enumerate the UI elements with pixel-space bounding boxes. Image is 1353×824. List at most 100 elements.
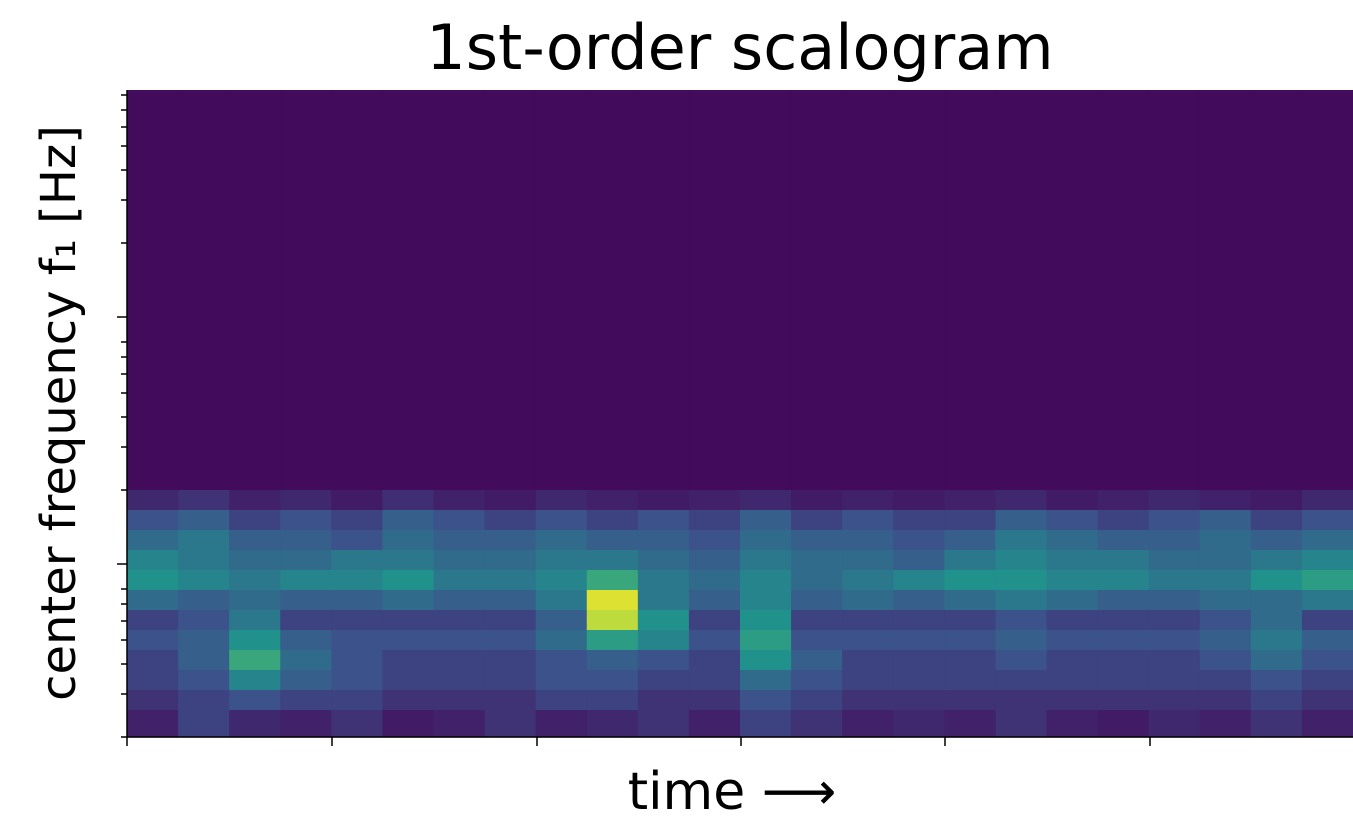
heatmap-cell — [944, 630, 997, 651]
heatmap-cell — [382, 510, 435, 531]
heatmap-cell — [893, 570, 945, 591]
heatmap-cell — [229, 690, 281, 711]
heatmap-cell — [1097, 550, 1150, 571]
heatmap-cell — [740, 650, 792, 671]
heatmap-cell — [944, 570, 997, 591]
heatmap-cell — [1046, 550, 1099, 571]
heatmap-cell — [688, 590, 741, 611]
heatmap-cell — [586, 510, 639, 531]
heatmap-cell — [995, 530, 1048, 551]
heatmap-cell — [688, 610, 741, 631]
heatmap-cell — [944, 550, 997, 571]
heatmap-cell — [791, 570, 843, 591]
heatmap-cell — [229, 630, 281, 651]
heatmap-cell — [484, 690, 537, 711]
heatmap-cell — [1301, 650, 1353, 671]
heatmap-cell — [1148, 530, 1201, 551]
heatmap-cell — [280, 590, 332, 611]
heatmap-cell — [1301, 90, 1353, 491]
heatmap-cell — [740, 630, 792, 651]
heatmap-cell — [535, 590, 588, 611]
heatmap-cell — [637, 650, 690, 671]
heatmap-cell — [1301, 670, 1353, 691]
heatmap-cell — [331, 550, 384, 571]
heatmap-cell — [382, 550, 435, 571]
heatmap-cell — [1250, 710, 1303, 738]
heatmap-cell — [1097, 610, 1150, 631]
heatmap-cell — [893, 590, 945, 611]
heatmap-cell — [586, 490, 639, 511]
heatmap-cell — [484, 710, 537, 738]
heatmap-cell — [178, 490, 230, 511]
heatmap-cell — [178, 690, 230, 711]
heatmap-cell — [1301, 510, 1353, 531]
heatmap-cell — [280, 690, 332, 711]
heatmap-cell — [484, 510, 537, 531]
heatmap-cell — [1097, 90, 1150, 491]
heatmap-cell — [842, 710, 894, 738]
heatmap-cell — [280, 570, 332, 591]
heatmap-cell — [740, 550, 792, 571]
heatmap-cell — [127, 590, 179, 611]
heatmap-cell — [944, 670, 997, 691]
heatmap-cell — [791, 650, 843, 671]
heatmap-cell — [1097, 590, 1150, 611]
heatmap-cell — [1148, 590, 1201, 611]
heatmap-cell — [893, 90, 945, 491]
heatmap-cell — [1148, 570, 1201, 591]
heatmap-cell — [842, 530, 894, 551]
heatmap-cell — [1097, 570, 1150, 591]
heatmap-cell — [484, 590, 537, 611]
heatmap-cell — [893, 510, 945, 531]
heatmap-cell — [1046, 490, 1099, 511]
heatmap-cell — [688, 530, 741, 551]
heatmap-cell — [178, 650, 230, 671]
heatmap-cell — [1301, 590, 1353, 611]
heatmap-cell — [1250, 490, 1303, 511]
heatmap-cell — [1199, 610, 1252, 631]
heatmap-cell — [382, 90, 435, 491]
heatmap-cell — [331, 90, 384, 491]
heatmap-cell — [178, 530, 230, 551]
heatmap-cell — [791, 590, 843, 611]
heatmap-cell — [893, 550, 945, 571]
heatmap-cell — [331, 490, 384, 511]
heatmap-cell — [586, 670, 639, 691]
heatmap-cell — [178, 510, 230, 531]
heatmap-cell — [280, 670, 332, 691]
heatmap-cell — [791, 710, 843, 738]
heatmap-cell — [586, 710, 639, 738]
heatmap-cell — [1250, 510, 1303, 531]
heatmap-cell — [791, 90, 843, 491]
heatmap-cell — [178, 610, 230, 631]
heatmap-cell — [740, 590, 792, 611]
heatmap-cell — [280, 610, 332, 631]
heatmap-cell — [280, 490, 332, 511]
heatmap-cell — [1199, 690, 1252, 711]
heatmap-cell — [178, 550, 230, 571]
heatmap-cell — [586, 90, 639, 491]
heatmap-cell — [944, 710, 997, 738]
heatmap-cell — [331, 510, 384, 531]
heatmap-cell — [1301, 630, 1353, 651]
heatmap-cell — [1148, 670, 1201, 691]
heatmap-cell — [893, 630, 945, 651]
axis-ticks — [117, 94, 1151, 746]
heatmap-cell — [433, 690, 486, 711]
heatmap-cell — [995, 710, 1048, 738]
x-axis-label: time ⟶ — [628, 762, 837, 822]
heatmap-cell — [1046, 610, 1099, 631]
heatmap-cell — [127, 690, 179, 711]
heatmap-cell — [484, 630, 537, 651]
heatmap-cell — [1046, 510, 1099, 531]
heatmap-cell — [842, 610, 894, 631]
heatmap-cell — [484, 670, 537, 691]
heatmap-cell — [1148, 610, 1201, 631]
heatmap-cell — [1097, 670, 1150, 691]
heatmap-cell — [1097, 530, 1150, 551]
heatmap-cell — [382, 650, 435, 671]
heatmap-cell — [995, 550, 1048, 571]
heatmap-cell — [382, 570, 435, 591]
heatmap-cell — [637, 690, 690, 711]
